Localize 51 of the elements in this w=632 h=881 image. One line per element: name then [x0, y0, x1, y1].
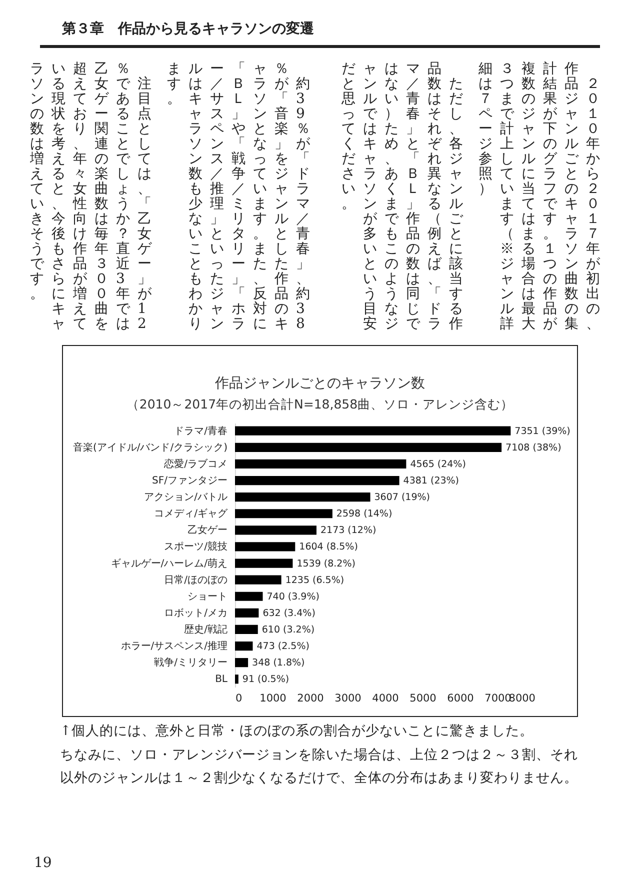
x-tick-label: 8000 — [508, 692, 536, 704]
data-label: 7108 (38%) — [506, 442, 562, 454]
y-tick-label: BL — [215, 674, 228, 686]
data-label: 632 (3.4%) — [262, 608, 316, 619]
data-label: 1539 (8.2%) — [296, 558, 356, 570]
text: ただし、各ジャンルごとに該当する作品数はそれぞれ異なる（例えば、「ドラマ／青春」と「ＢＬ」作品の数は同じではない）ため、あくまでもこのようなジャンルではキャラソンが多いという目安だと思ってください。 — [342, 61, 463, 332]
y-tick-label: 日常/ほのぼの — [164, 574, 228, 586]
chart-title: 作品ジャンルごとのキャラソン数 — [214, 376, 425, 392]
text: 第３章 作品から見るキャラソンの変遷 — [62, 20, 315, 38]
y-tick-label: 音楽(アイドル/バンド/クラシック) — [72, 441, 228, 454]
y-tick-label: 戦争/ミリタリー — [154, 656, 228, 669]
text: 19 — [34, 855, 52, 871]
chart-subtitle: （2010～2017年の初出合計N=18,858曲、ソロ・アレンジ含む） — [126, 396, 514, 412]
y-tick-label: スポーツ/競技 — [164, 540, 228, 553]
data-label: 1235 (6.5%) — [285, 574, 344, 586]
y-tick-label: ショート — [188, 591, 228, 602]
data-label: 740 (3.9%) — [266, 591, 320, 602]
y-tick-label: 恋愛/ラブコメ — [163, 458, 228, 470]
data-label: 1604 (8.5%) — [299, 542, 358, 553]
text: ちなみに、ソロ・アレンジバージョンを除いた場合は、上位２つは２～３割、それ以外のジャンルは１～２割少なくなるだけで、全体の分布はあまり変わりません。 — [60, 746, 579, 788]
x-tick-label: 0 — [236, 692, 242, 704]
x-tick-label: 7000 — [484, 692, 512, 704]
y-tick-label: SF/ファンタジー — [152, 476, 228, 487]
data-label: 2173 (12%) — [320, 525, 376, 536]
data-label: 3607 (19%) — [374, 492, 430, 504]
y-tick-label: コメディ/ギャグ — [154, 508, 228, 520]
text: 注目点としては、「乙女ゲー」が12％であることでしょうか？直近3年では乙女ゲー関連の楽曲数は毎年３００曲を超えており、年々女性向け作品が増えている現状を考えると、今後もさらにキャラソンの数は増えていきそうです。 — [30, 61, 152, 332]
x-tick-label: 3000 — [334, 692, 362, 704]
data-label: 473 (2.5%) — [256, 641, 310, 652]
x-tick-label: 6000 — [447, 692, 474, 704]
data-label: 2598 (14%) — [336, 508, 392, 520]
y-tick-label: アクション/バトル — [144, 492, 228, 504]
y-tick-label: 乙女ゲー — [188, 524, 228, 536]
text: 約39％が「ドラマ／青春」、約38％が「音楽」をジャンルとした作品のキャラソンとなっています。また、反対に「ＢＬ」や「戦争／ミリタリー」「ホラー／サスペンス／推理」といったジャンルはキャラソン数も少ないこともわかります。 — [167, 61, 310, 332]
y-tick-label: ロボット/メカ — [164, 608, 228, 619]
data-label: 4565 (24%) — [410, 458, 466, 470]
data-label: 610 (3.2%) — [262, 624, 315, 636]
x-tick-label: 2000 — [297, 692, 324, 704]
text: ↑個人的には、意外と日常・ほのぼの系の割合が少ないことに驚きました。 — [60, 722, 534, 741]
data-label: 91 (0.5%) — [242, 674, 290, 686]
data-label: 7351 (39%) — [514, 426, 570, 437]
y-tick-label: ホラー/サスペンス/推理 — [120, 640, 228, 652]
y-tick-label: ギャルゲー/ハーレム/萌え — [110, 557, 228, 570]
data-label: 4381 (23%) — [403, 476, 460, 487]
x-tick-label: 1000 — [260, 692, 286, 704]
x-tick-label: 4000 — [372, 692, 399, 704]
y-tick-label: 歴史/戦記 — [184, 623, 228, 636]
data-label: 348 (1.8%) — [252, 658, 305, 669]
text: ２０１０年から２０１７年が初出の、作品ジャンルごとのキャラソン曲数の集計結果が下のグラフです。１つの作品が複数のジャンルに当てはまる場合は最大３つまで計上しています（※ジャンル詳細は７ページ参照） — [478, 61, 600, 332]
x-tick-label: 5000 — [410, 692, 436, 704]
y-tick-label: ドラマ/青春 — [174, 424, 228, 437]
